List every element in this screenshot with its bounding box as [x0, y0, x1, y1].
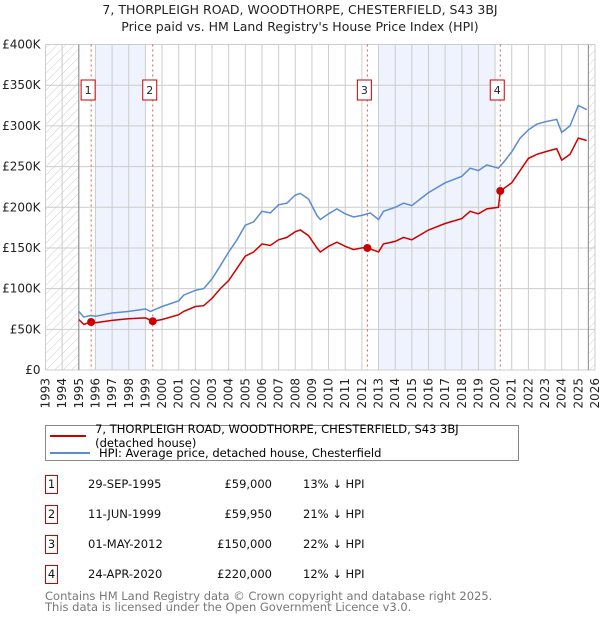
sale-label-number: 2	[146, 84, 153, 97]
legend-swatch-property	[50, 435, 87, 437]
sale-hpi-diff: 22% ↓ HPI	[303, 537, 365, 551]
sale-price: £150,000	[217, 537, 272, 551]
sale-label-box	[80, 79, 96, 101]
x-tick-label: 2007	[272, 378, 286, 409]
x-tick-label: 2005	[238, 378, 252, 409]
sale-date: 29-SEP-1995	[88, 477, 162, 491]
sale-date: 24-APR-2020	[88, 567, 163, 581]
x-tick-label: 2006	[255, 378, 269, 409]
price-chart: 1993 1994 1995 1996 1997 1998 1999 2000 2001 2002…	[2, 38, 600, 409]
x-tick-label: 2017	[438, 378, 452, 409]
x-tick-label: 2002	[188, 378, 202, 409]
legend-item-property: 7, THORPLEIGH ROAD, WOODTHORPE, CHESTERF…	[50, 422, 518, 450]
sale-label: 4	[489, 79, 505, 101]
y-tick-label: £300K	[2, 119, 42, 133]
sale-label-number: 3	[361, 84, 368, 97]
sale-date: 11-JUN-1999	[88, 507, 162, 521]
sale-label: 2	[142, 79, 158, 101]
sale-label-box	[142, 79, 158, 101]
x-tick-label: 2000	[155, 378, 169, 409]
sale-label: 1	[80, 79, 96, 101]
y-tick-label: £50K	[10, 322, 42, 336]
x-tick-label: 2008	[288, 378, 302, 409]
x-tick-label: 2013	[372, 378, 386, 409]
x-tick-label: 2016	[421, 378, 435, 409]
y-tick-label: £150K	[2, 241, 42, 255]
sale-row: 1 29-SEP-1995 £59,000 13% ↓ HPI	[45, 475, 445, 495]
footer-copyright: Contains HM Land Registry data © Crown c…	[45, 589, 493, 603]
y-tick-label: £200K	[2, 200, 42, 214]
x-tick-label: 2018	[455, 378, 469, 409]
sale-row: 3 01-MAY-2012 £150,000 22% ↓ HPI	[45, 535, 445, 555]
legend-label-hpi: HPI: Average price, detached house, Ches…	[99, 446, 382, 460]
sale-hpi-diff: 13% ↓ HPI	[303, 477, 365, 491]
x-tick-label: 1997	[105, 378, 119, 409]
sale-date: 01-MAY-2012	[88, 537, 163, 551]
x-tick-label: 1994	[55, 378, 69, 409]
sale-label-box	[489, 79, 505, 101]
sale-number: 4	[45, 565, 58, 584]
x-tick-label: 2020	[488, 378, 502, 409]
x-tick-label: 2022	[521, 378, 535, 409]
sale-point	[363, 243, 372, 252]
property-price-line	[78, 137, 587, 326]
legend-label-property: 7, THORPLEIGH ROAD, WOODTHORPE, CHESTERF…	[95, 422, 459, 450]
sale-label-number: 1	[85, 84, 92, 97]
chart-title: 7, THORPLEIGH ROAD, WOODTHORPE, CHESTERF…	[102, 2, 498, 17]
legend: 7, THORPLEIGH ROAD, WOODTHORPE, CHESTERF…	[45, 422, 519, 461]
sale-number: 1	[45, 475, 58, 494]
x-tick-label: 1995	[72, 378, 86, 409]
x-tick-label: 2004	[222, 378, 236, 409]
x-tick-label: 2001	[172, 378, 186, 409]
x-tick-label: 2010	[322, 378, 336, 409]
sale-number: 2	[45, 505, 58, 524]
sale-price: £220,000	[217, 567, 272, 581]
y-tick-label: £400K	[2, 38, 42, 52]
sale-number: 3	[45, 535, 58, 554]
x-tick-label: 2003	[205, 378, 219, 409]
y-tick-label: £0	[25, 363, 40, 377]
hpi-line	[78, 104, 588, 318]
x-tick-label: 2012	[355, 378, 369, 409]
x-tick-label: 2025	[571, 378, 585, 409]
x-tick-label: 2021	[505, 378, 519, 409]
sale-price: £59,950	[224, 507, 272, 521]
x-tick-label: 1998	[122, 378, 136, 409]
x-tick-label: 2019	[471, 378, 485, 409]
y-tick-label: £350K	[2, 78, 42, 92]
legend-swatch-hpi	[50, 452, 90, 454]
sale-label-box	[356, 79, 372, 101]
x-tick-label: 2014	[388, 378, 402, 409]
sale-hpi-diff: 12% ↓ HPI	[303, 567, 365, 581]
y-tick-label: £250K	[2, 160, 42, 174]
sale-point	[496, 186, 505, 195]
x-tick-label: 2026	[588, 378, 600, 409]
sale-label: 3	[356, 79, 372, 101]
x-tick-label: 1993	[39, 378, 53, 409]
footer-licence: This data is licensed under the Open Gov…	[45, 600, 412, 614]
x-tick-label: 2015	[405, 378, 419, 409]
sale-price: £59,000	[224, 477, 272, 491]
x-tick-label: 2024	[555, 378, 569, 409]
x-tick-label: 2009	[305, 378, 319, 409]
sale-row: 4 24-APR-2020 £220,000 12% ↓ HPI	[45, 565, 445, 585]
sale-point	[148, 317, 157, 326]
x-tick-label: 2023	[538, 378, 552, 409]
x-tick-label: 2011	[338, 378, 352, 409]
sale-hpi-diff: 21% ↓ HPI	[303, 507, 365, 521]
x-tick-label: 1999	[138, 378, 152, 409]
y-tick-label: £100K	[2, 282, 42, 296]
legend-item-hpi: HPI: Average price, detached house, Ches…	[50, 445, 381, 461]
sale-point	[87, 317, 96, 326]
chart-subtitle: Price paid vs. HM Land Registry's House …	[121, 19, 479, 34]
sale-row: 2 11-JUN-1999 £59,950 21% ↓ HPI	[45, 505, 445, 525]
sale-label-number: 4	[494, 84, 501, 97]
x-tick-label: 1996	[88, 378, 102, 409]
